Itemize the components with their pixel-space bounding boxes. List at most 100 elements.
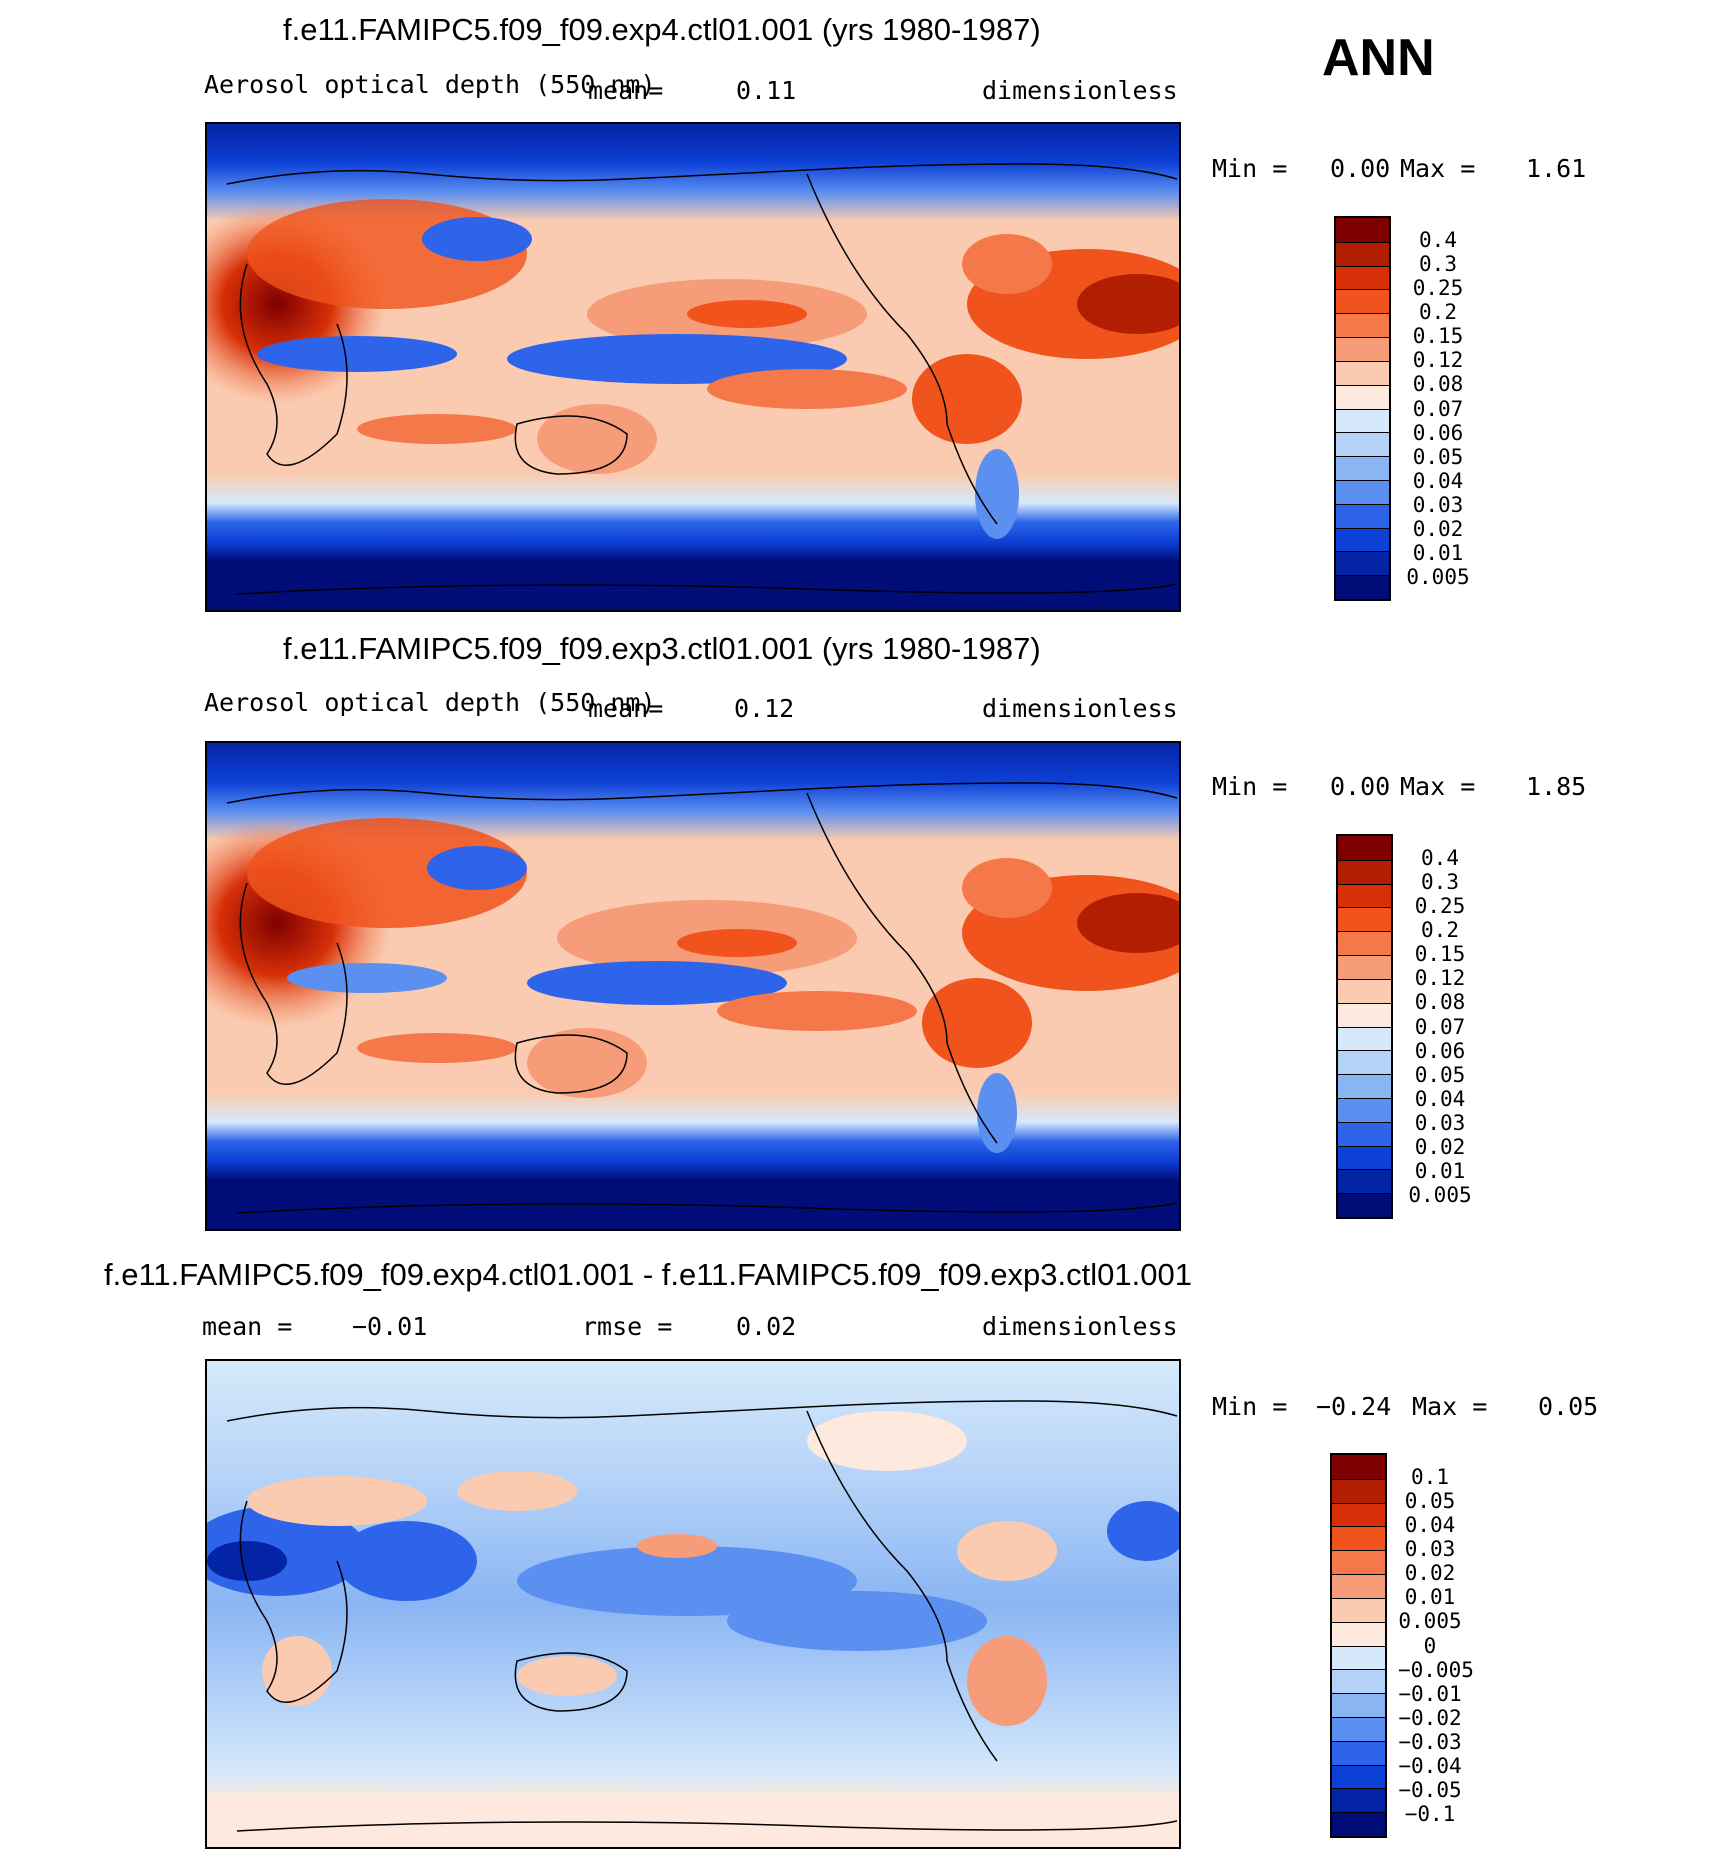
colorbar-segment [1336,503,1389,528]
panel1-mean-value: 0.11 [736,76,797,105]
colorbar-label: 0.15 [1412,324,1464,349]
panel1-units: dimensionless [982,76,1178,105]
panel2-title: f.e11.FAMIPC5.f09_f09.exp3.ctl01.001 (yr… [283,631,1041,666]
colorbar-segment [1338,836,1391,860]
colorbar-segment [1336,241,1389,266]
panel3-rmse-value: 0.02 [736,1312,797,1341]
colorbar-label: 0.2 [1419,300,1457,325]
colorbar-segment [1332,1693,1385,1717]
colorbar-segment [1338,955,1391,979]
colorbar-label: 0.01 [1404,1585,1456,1610]
colorbar-label: 0.3 [1419,252,1457,277]
colorbar-label: 0.4 [1419,228,1457,253]
panel2-map-field [162,743,1212,1229]
colorbar-label: 0.02 [1404,1561,1456,1586]
colorbar-segment [1338,978,1391,1003]
colorbar-segment [1336,575,1389,599]
colorbar-label: 0.12 [1412,348,1464,373]
colorbar-segment [1338,1145,1391,1170]
colorbar-segment [1332,1526,1385,1551]
colorbar-label: 0.06 [1414,1038,1466,1063]
colorbar-label: 0.12 [1414,966,1466,991]
colorbar-label: 0.4 [1421,846,1459,871]
colorbar-label: 0.03 [1414,1110,1466,1135]
colorbar-segment [1332,1740,1385,1765]
colorbar-segment [1332,1621,1385,1646]
panel1-min-label: Min = [1212,154,1288,183]
panel1-max-label: Max = [1400,154,1476,183]
colorbar-segment [1332,1645,1385,1670]
colorbar-label: 0.07 [1414,1014,1466,1039]
panel3-min-label: Min = [1212,1392,1288,1421]
panel1-map-field [167,124,1207,610]
colorbar-segment [1336,527,1389,552]
panel1-field-label: Aerosol optical depth (550 nm) [204,70,656,99]
colorbar-segment [1338,907,1391,932]
colorbar-label: 0 [1423,1633,1437,1658]
panel2-field-label: Aerosol optical depth (550 nm) [204,688,656,717]
panel3-title: f.e11.FAMIPC5.f09_f09.exp4.ctl01.001 - f… [104,1257,1192,1292]
panel3-max-value: 0.05 [1538,1392,1599,1421]
colorbar-label: 0.04 [1404,1513,1456,1538]
colorbar-segment [1332,1812,1385,1836]
colorbar-label: 0.01 [1414,1158,1466,1183]
colorbar-segment [1336,456,1389,480]
colorbar-segment [1332,1716,1385,1741]
colorbar-segment [1332,1550,1385,1575]
panel3-map [187,1359,1187,1849]
colorbar-label: −0.005 [1398,1657,1474,1682]
colorbar-label: 0.01 [1412,540,1464,565]
colorbar-segment [1336,313,1389,338]
colorbar-label: 0.3 [1421,870,1459,895]
colorbar-segment [1338,1002,1391,1027]
colorbar-label: 0.1 [1411,1465,1449,1490]
colorbar-segment [1332,1788,1385,1813]
colorbar-segment [1332,1597,1385,1622]
colorbar-label: 0.06 [1412,420,1464,445]
colorbar-segment [1336,384,1389,409]
season-label: ANN [1322,29,1435,87]
colorbar-segment [1336,218,1389,242]
colorbar-label: 0.08 [1412,372,1464,397]
colorbar-segment [1336,432,1389,457]
colorbar-label: −0.03 [1398,1729,1462,1754]
colorbar-label: 0.03 [1412,492,1464,517]
panel3-max-label: Max = [1412,1392,1488,1421]
colorbar-label: 0.04 [1414,1086,1466,1111]
panel1-max-value: 1.61 [1526,154,1587,183]
colorbar-segment [1338,859,1391,884]
colorbar-label: −0.1 [1404,1801,1456,1826]
colorbar-label: 0.005 [1406,564,1470,589]
colorbar-segment [1338,1026,1391,1051]
colorbar-segment [1332,1764,1385,1789]
colorbar-label: −0.04 [1398,1753,1462,1778]
panel3-mean-value: −0.01 [352,1312,428,1341]
colorbar-segment [1338,1193,1391,1217]
panel2-mean-label: mean= [588,694,664,723]
colorbar-label: 0.08 [1414,990,1466,1015]
colorbar-segment [1336,479,1389,504]
colorbar-label: 0.05 [1404,1489,1456,1514]
colorbar-segment [1338,1121,1391,1146]
panel3-mean-label: mean = [202,1312,293,1341]
colorbar-label: 0.05 [1412,444,1464,469]
colorbar-segment [1338,1074,1391,1098]
colorbar-segment [1338,1050,1391,1075]
colorbar-segment [1336,265,1389,290]
colorbar-segment [1332,1455,1385,1479]
panel2-units: dimensionless [982,694,1178,723]
colorbar-segment [1332,1574,1385,1598]
colorbar-label: 0.005 [1398,1609,1462,1634]
panel3-colorbar [1330,1453,1387,1838]
colorbar-label: −0.05 [1398,1777,1462,1802]
panel2-max-value: 1.85 [1526,772,1587,801]
colorbar-label: 0.02 [1414,1134,1466,1159]
colorbar-segment [1336,408,1389,433]
colorbar-segment [1336,337,1389,361]
colorbar-segment [1338,931,1391,956]
panel3-map-field [187,1361,1187,1847]
colorbar-label: 0.25 [1414,894,1466,919]
colorbar-label: 0.04 [1412,468,1464,493]
panel1-min-value: 0.00 [1330,154,1391,183]
